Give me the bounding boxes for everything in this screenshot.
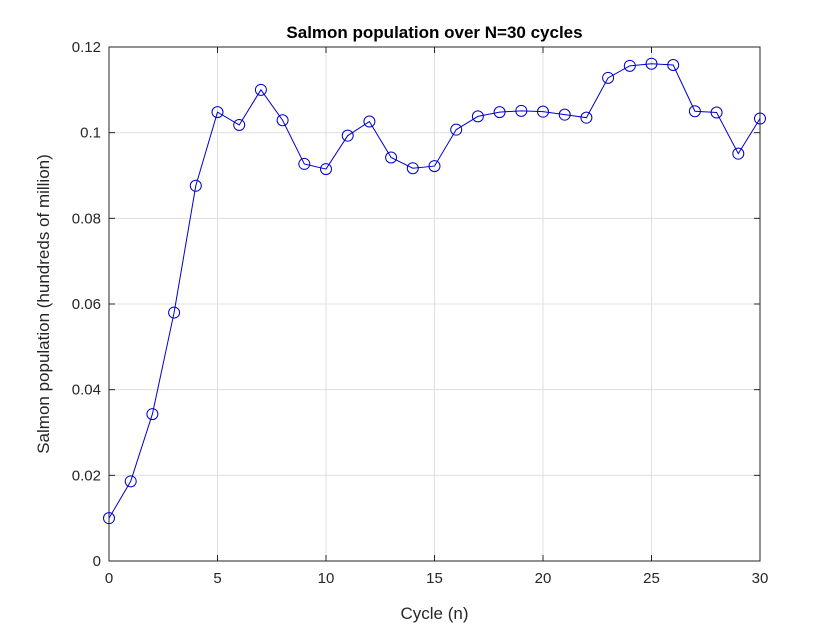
series-line bbox=[108, 63, 761, 519]
y-tick-label: 0.06 bbox=[72, 296, 101, 313]
data-point-marker bbox=[754, 112, 766, 125]
data-point-marker bbox=[103, 512, 115, 525]
data-point-marker bbox=[211, 106, 224, 119]
data-point-marker bbox=[428, 160, 441, 173]
grid-lines bbox=[109, 47, 760, 561]
data-point-marker bbox=[710, 106, 723, 119]
data-point-marker bbox=[602, 71, 615, 84]
data-point-marker bbox=[168, 306, 181, 319]
data-point-marker bbox=[254, 83, 267, 96]
y-tick-label: 0.1 bbox=[80, 125, 101, 142]
data-point-marker bbox=[298, 157, 311, 170]
data-point-marker bbox=[233, 118, 246, 131]
data-point-marker bbox=[493, 106, 506, 119]
x-tick-label: 30 bbox=[752, 570, 769, 587]
data-point-marker bbox=[146, 408, 159, 421]
y-tick-label: 0.12 bbox=[72, 39, 101, 56]
y-tick-label: 0.08 bbox=[72, 210, 101, 227]
data-point-marker bbox=[124, 475, 137, 488]
y-tick-label: 0 bbox=[93, 553, 101, 570]
data-point-marker bbox=[667, 58, 680, 71]
data-point-marker bbox=[580, 111, 593, 124]
y-axis-label: Salmon population (hundreds of million) bbox=[34, 154, 53, 454]
x-tick-label: 0 bbox=[105, 570, 113, 587]
y-tick-label: 0.02 bbox=[72, 467, 101, 484]
data-point-marker bbox=[406, 162, 419, 175]
data-point-marker bbox=[471, 110, 484, 123]
data-point-marker bbox=[189, 179, 202, 192]
data-point-marker bbox=[537, 105, 549, 118]
x-tick-label: 20 bbox=[535, 570, 552, 587]
x-tick-label: 10 bbox=[318, 570, 335, 587]
axis-ticks: 0 5 10 15 20 25 30 0 0.02 0.04 0.06 0.08 0.1 0.12 bbox=[72, 39, 769, 587]
data-point-marker bbox=[688, 105, 701, 118]
chart-title: Salmon population over N=30 cycles bbox=[286, 23, 582, 42]
data-point-marker bbox=[623, 59, 636, 72]
data-point-marker bbox=[645, 57, 658, 70]
data-point-marker bbox=[732, 147, 745, 160]
x-tick-label: 25 bbox=[643, 570, 660, 587]
data-point-marker bbox=[558, 108, 571, 121]
data-point-marker bbox=[450, 123, 463, 136]
series-salmon-population bbox=[103, 57, 766, 525]
data-point-marker bbox=[320, 163, 332, 176]
x-axis-label: Cycle (n) bbox=[400, 604, 468, 623]
x-tick-label: 5 bbox=[213, 570, 221, 587]
x-tick-label: 15 bbox=[426, 570, 443, 587]
data-point-marker bbox=[363, 115, 376, 128]
data-point-marker bbox=[276, 114, 289, 127]
data-point-marker bbox=[515, 104, 528, 117]
y-tick-label: 0.04 bbox=[72, 382, 101, 399]
data-point-marker bbox=[385, 151, 398, 164]
data-point-marker bbox=[341, 129, 354, 142]
